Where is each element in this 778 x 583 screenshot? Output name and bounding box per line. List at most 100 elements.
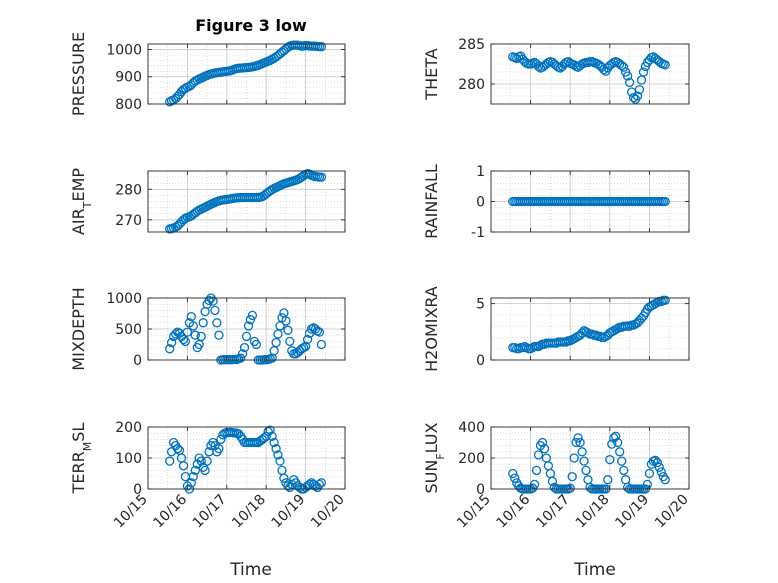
data-point bbox=[660, 196, 670, 207]
data-point bbox=[529, 479, 540, 490]
data-point bbox=[198, 318, 208, 328]
subplot-h2omixra: 0 5 H2OMIXRA bbox=[422, 286, 690, 372]
data-point bbox=[186, 478, 196, 488]
data-point bbox=[190, 465, 200, 476]
major-grid bbox=[491, 298, 689, 360]
data-point bbox=[581, 465, 591, 476]
data-point bbox=[188, 321, 198, 331]
data-point bbox=[660, 475, 670, 485]
data-point bbox=[656, 296, 666, 307]
y-axis-label: MIXDEPTH bbox=[69, 287, 88, 370]
y-tick-label: 0 bbox=[476, 195, 485, 211]
data-point bbox=[196, 456, 206, 466]
data-point bbox=[178, 334, 189, 345]
data-point bbox=[186, 311, 196, 322]
data-point bbox=[188, 471, 198, 482]
data-point bbox=[652, 457, 662, 468]
data-series bbox=[165, 40, 327, 107]
y-tick-label: 280 bbox=[115, 182, 142, 198]
data-point bbox=[615, 447, 625, 457]
data-point bbox=[279, 473, 289, 483]
data-point bbox=[575, 437, 585, 448]
data-point bbox=[613, 437, 623, 448]
y-tick-label: 270 bbox=[115, 213, 142, 229]
data-point bbox=[508, 468, 518, 479]
data-point bbox=[306, 324, 317, 334]
y-tick-label: 900 bbox=[115, 70, 142, 86]
data-point bbox=[624, 321, 635, 331]
data-point bbox=[210, 305, 220, 316]
data-point bbox=[165, 456, 175, 466]
data-point bbox=[241, 331, 252, 342]
data-point bbox=[650, 455, 660, 465]
y-tick-label: 1000 bbox=[106, 42, 142, 58]
data-point bbox=[603, 475, 613, 485]
data-point bbox=[165, 344, 175, 354]
data-point bbox=[510, 473, 520, 483]
y-axis-label: PRESSURE bbox=[69, 32, 88, 116]
subplot-pressure: 800 900 1000 PRESSURE bbox=[69, 32, 346, 116]
data-point bbox=[235, 353, 246, 363]
data-point bbox=[302, 334, 313, 345]
data-point bbox=[283, 325, 293, 335]
data-point bbox=[200, 465, 210, 476]
data-point bbox=[237, 349, 248, 359]
data-point bbox=[267, 431, 277, 441]
y-axis-label: THETA bbox=[422, 48, 441, 100]
data-point bbox=[316, 172, 327, 182]
data-point bbox=[316, 42, 327, 52]
axes-box bbox=[490, 43, 690, 105]
y-tick-label: 285 bbox=[458, 37, 485, 53]
data-point bbox=[638, 67, 649, 77]
data-point bbox=[611, 431, 621, 441]
y-axis-label: RAINFALL bbox=[422, 164, 441, 239]
y-axis-label: TERRMSL bbox=[69, 423, 94, 495]
y-tick-label: -1 bbox=[471, 225, 485, 241]
subplot-rainfall: -1 0 1 RAINFALL bbox=[422, 164, 690, 241]
data-point bbox=[579, 456, 589, 466]
data-point bbox=[660, 295, 670, 305]
axes-box bbox=[147, 43, 346, 105]
y-tick-label: 0 bbox=[476, 353, 485, 369]
data-series bbox=[508, 196, 670, 207]
axes-box bbox=[147, 170, 346, 233]
data-series bbox=[165, 169, 327, 234]
data-point bbox=[539, 444, 550, 454]
data-point bbox=[565, 483, 575, 493]
data-point bbox=[654, 462, 664, 472]
y-axis-label: AIRTEMP bbox=[69, 168, 94, 235]
data-point bbox=[166, 337, 177, 348]
data-point bbox=[660, 60, 670, 70]
data-point bbox=[533, 450, 544, 460]
data-point bbox=[547, 476, 558, 486]
data-point bbox=[634, 84, 645, 95]
data-point bbox=[202, 456, 212, 466]
data-series bbox=[165, 425, 327, 494]
y-tick-label: 800 bbox=[115, 97, 142, 113]
figure-title: Figure 3 low bbox=[195, 16, 307, 35]
y-tick-label: 0 bbox=[476, 482, 485, 498]
data-point bbox=[245, 315, 256, 325]
data-point bbox=[312, 326, 323, 336]
data-point bbox=[622, 71, 633, 81]
y-axis-label: H2OMIXRA bbox=[422, 286, 441, 372]
data-point bbox=[300, 341, 311, 352]
data-point bbox=[314, 327, 325, 337]
data-point bbox=[607, 439, 617, 449]
data-point bbox=[285, 336, 295, 347]
subplot-theta: 280 285 THETA bbox=[422, 37, 690, 105]
data-point bbox=[190, 330, 200, 340]
data-point bbox=[243, 321, 254, 331]
data-point bbox=[208, 296, 218, 306]
data-point bbox=[656, 467, 666, 477]
data-point bbox=[287, 479, 297, 490]
data-point bbox=[212, 318, 222, 328]
data-point bbox=[273, 450, 283, 460]
data-point bbox=[271, 444, 281, 454]
data-point bbox=[569, 453, 579, 463]
data-point bbox=[632, 91, 643, 101]
y-tick-label: 100 bbox=[115, 451, 142, 467]
y-tick-label: 1 bbox=[476, 164, 485, 180]
data-point bbox=[304, 479, 315, 490]
